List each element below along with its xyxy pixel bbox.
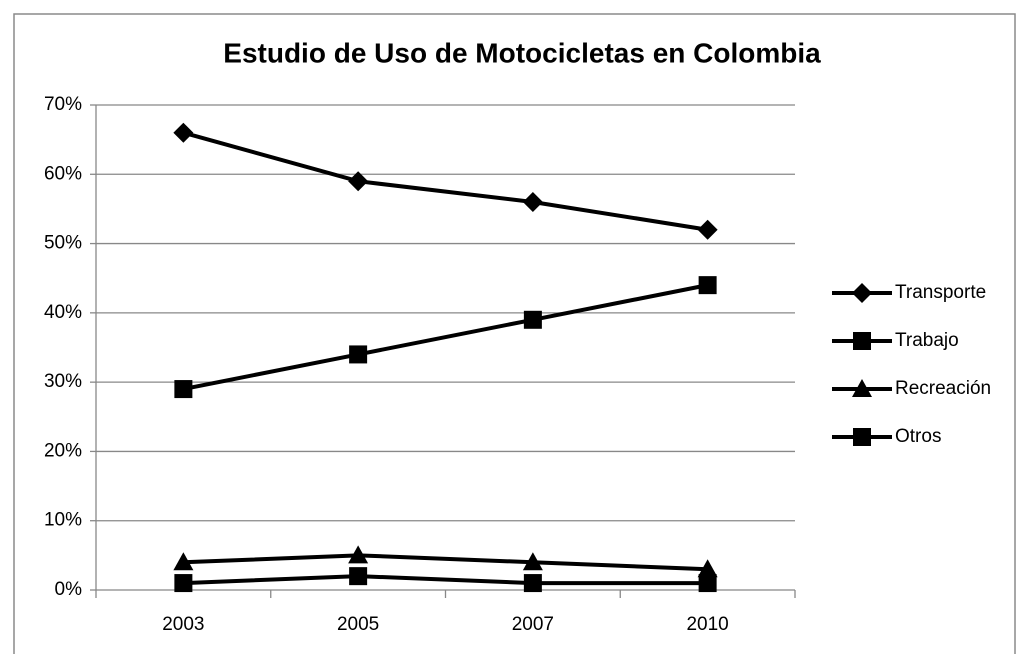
chart-title: Estudio de Uso de Motocicletas en Colomb… [223,37,821,68]
y-tick-label: 20% [44,440,82,461]
legend-label: Transporte [895,282,986,303]
chart-frame [13,13,1016,654]
marker [348,545,369,564]
marker [349,567,368,586]
legend-label: Recreación [895,378,991,399]
series-line [182,130,708,232]
y-tick-label: 30% [44,371,82,392]
x-tick-label: 2003 [162,614,204,635]
marker [348,171,369,192]
marker [349,345,368,364]
x-tick-label: 2007 [512,614,554,635]
marker [697,219,718,240]
marker [853,428,871,446]
marker [522,552,543,571]
marker [853,332,871,350]
marker [852,379,872,397]
y-tick-label: 10% [44,510,82,531]
marker [698,276,717,295]
series-line [182,283,709,392]
series-line [183,574,708,586]
marker [523,574,542,593]
marker [174,574,193,593]
y-tick-label: 50% [44,233,82,254]
marker [173,122,194,143]
y-tick-label: 60% [44,163,82,184]
marker [523,310,542,329]
marker [697,559,718,578]
y-tick-label: 40% [44,302,82,323]
marker [522,192,543,212]
marker [698,574,717,593]
marker [173,552,194,571]
series-line [183,553,708,572]
marker [852,283,872,303]
y-tick-label: 0% [55,579,83,600]
legend-label: Trabajo [895,330,959,351]
x-tick-label: 2010 [686,614,728,635]
y-tick-label: 70% [44,94,82,115]
marker [174,380,193,399]
x-tick-label: 2005 [337,614,379,635]
legend-label: Otros [895,426,941,447]
